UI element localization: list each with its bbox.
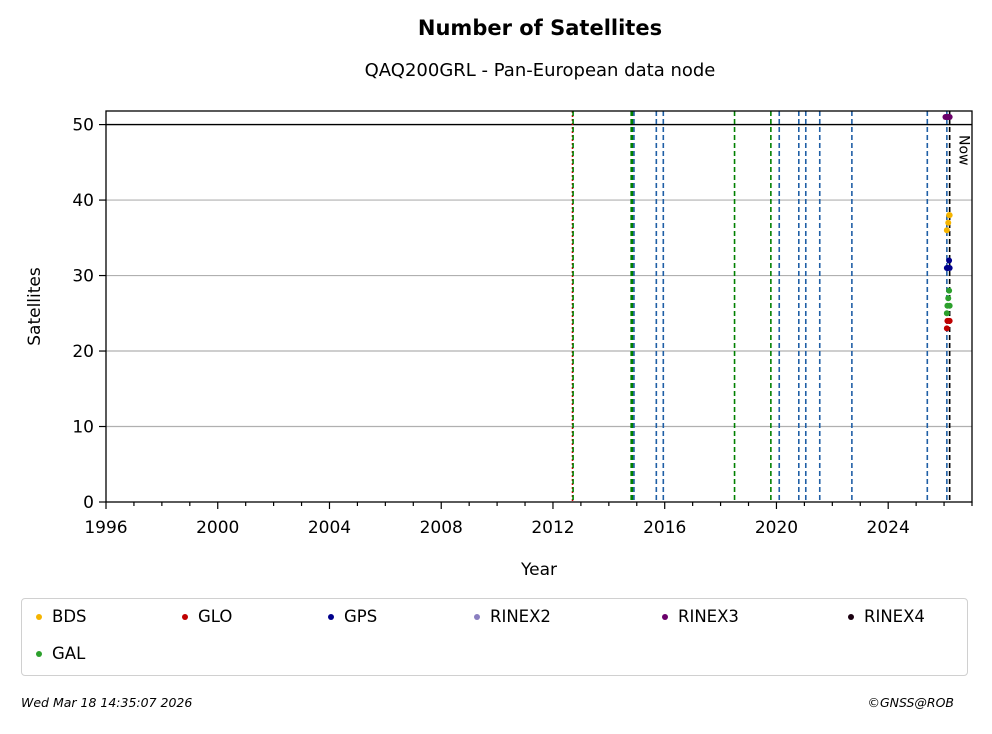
- data-point-glo: [943, 325, 950, 332]
- data-point-bds: [946, 212, 953, 219]
- chart-title: Number of Satellites: [417, 16, 663, 40]
- legend-label: RINEX2: [490, 607, 551, 626]
- x-tick-label: 2004: [308, 518, 351, 538]
- legend-label: GPS: [344, 607, 378, 626]
- data-point-bds: [945, 219, 952, 226]
- x-tick-label: 2012: [531, 518, 574, 538]
- legend-marker: [328, 613, 334, 620]
- legend-marker: [36, 650, 42, 657]
- legend-item-rinex4: RINEX4: [848, 607, 925, 626]
- x-tick-label: 2008: [420, 518, 463, 538]
- y-axis-label: Satellites: [25, 267, 45, 346]
- legend-marker: [474, 613, 480, 620]
- chart-subtitle: QAQ200GRL - Pan-European data node: [364, 60, 716, 81]
- legend-label: GLO: [198, 607, 233, 626]
- y-tick-label: 20: [72, 342, 94, 362]
- legend-item-rinex2: RINEX2: [474, 607, 551, 626]
- data-point-gal: [943, 310, 950, 317]
- legend-item-bds: BDS: [36, 607, 87, 626]
- y-tick-label: 10: [72, 418, 94, 438]
- satellite-chart: Now 1996 2000 2004 2008 2012 2016 2020 2024 0 10 20…: [25, 110, 973, 580]
- data-point-gps: [946, 265, 953, 272]
- legend-item-gal: GAL: [36, 644, 85, 663]
- data-point-gal: [945, 295, 952, 302]
- plot-frame: [105, 110, 973, 503]
- now-label: Now: [956, 135, 972, 166]
- x-tick-label: 2024: [867, 518, 910, 538]
- y-tick-label: 40: [72, 191, 94, 211]
- data-point-glo: [946, 317, 953, 324]
- legend-label: RINEX3: [678, 607, 739, 626]
- legend-label: BDS: [52, 607, 87, 626]
- footer-credit: ©GNSS@ROB: [867, 695, 954, 710]
- legend-marker: [182, 613, 188, 620]
- legend-item-gps: GPS: [328, 607, 377, 626]
- x-axis-label: Year: [520, 560, 557, 580]
- legend-item-glo: GLO: [182, 607, 232, 626]
- data-point-rinex3: [946, 114, 953, 121]
- data-point-gps: [946, 257, 953, 264]
- data-point-gal: [946, 287, 953, 294]
- legend-marker: [848, 613, 854, 620]
- legend-marker: [36, 613, 42, 620]
- x-tick-label: 1996: [84, 518, 127, 538]
- chart-legend: BDS GLO GPS RINEX2 RINEX3 RINEX4 GAL: [21, 598, 968, 676]
- legend-item-rinex3: RINEX3: [662, 607, 739, 626]
- data-point-bds: [943, 227, 950, 234]
- y-tick-label: 30: [72, 267, 94, 287]
- x-tick-label: 2000: [196, 518, 239, 538]
- legend-label: GAL: [52, 644, 86, 663]
- x-tick-label: 2016: [643, 518, 686, 538]
- y-tick-label: 50: [72, 116, 94, 136]
- legend-label: RINEX4: [864, 607, 925, 626]
- x-tick-label: 2020: [755, 518, 798, 538]
- footer-timestamp: Wed Mar 18 14:35:07 2026: [21, 695, 193, 710]
- data-point-gal: [946, 302, 953, 309]
- y-tick-label: 0: [83, 493, 94, 513]
- legend-marker: [662, 613, 668, 620]
